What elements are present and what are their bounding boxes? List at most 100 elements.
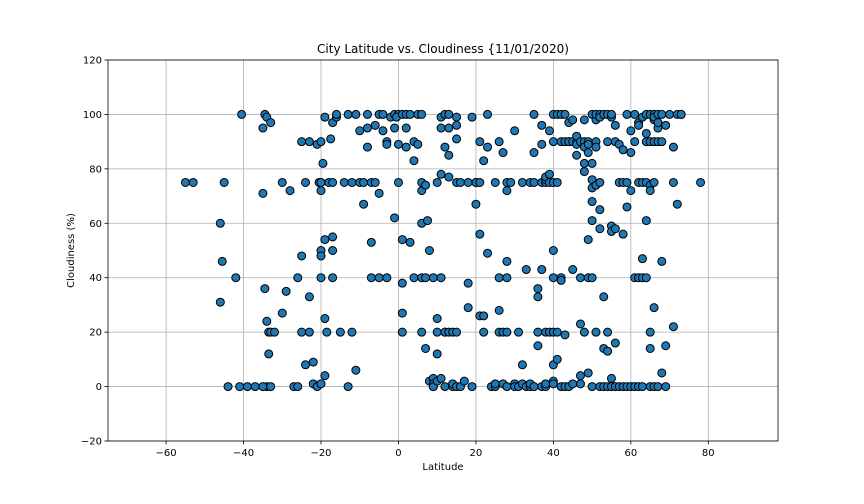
data-point [293, 382, 303, 392]
data-point [277, 177, 287, 187]
data-point [529, 109, 539, 119]
data-point [483, 109, 493, 119]
data-point [444, 172, 454, 182]
data-point [599, 292, 609, 302]
x-tick-label: −20 [310, 448, 331, 459]
data-point [436, 123, 446, 133]
data-point [362, 123, 372, 133]
data-point [630, 109, 640, 119]
data-point [421, 180, 431, 190]
data-point [529, 148, 539, 158]
data-point [653, 118, 663, 128]
data-point [432, 327, 442, 337]
data-point [475, 177, 485, 187]
data-point [421, 273, 431, 283]
data-point [514, 327, 524, 337]
data-point [668, 177, 678, 187]
data-point [475, 137, 485, 147]
data-point [610, 224, 620, 234]
data-point [316, 137, 326, 147]
data-point [343, 382, 353, 392]
data-point [583, 139, 593, 149]
data-point [575, 379, 585, 389]
data-point [665, 109, 675, 119]
data-point [575, 319, 585, 329]
data-point [260, 284, 270, 294]
data-point [645, 327, 655, 337]
data-point [277, 308, 287, 318]
data-point [297, 137, 307, 147]
data-point [552, 327, 562, 337]
data-point [440, 142, 450, 152]
data-point [649, 177, 659, 187]
data-point [217, 256, 227, 266]
data-point [575, 273, 585, 283]
data-point [405, 237, 415, 247]
data-point [575, 371, 585, 381]
data-point [587, 216, 597, 226]
data-point [668, 142, 678, 152]
data-point [610, 120, 620, 130]
y-tick-label: 20 [89, 328, 102, 339]
data-point [560, 330, 570, 340]
data-point [432, 177, 442, 187]
data-point [322, 327, 332, 337]
x-tick-label: 60 [624, 448, 637, 459]
data-point [603, 137, 613, 147]
data-point [641, 273, 651, 283]
data-point [502, 327, 512, 337]
data-point [374, 273, 384, 283]
data-point [641, 128, 651, 138]
data-point [359, 177, 369, 187]
data-point [653, 382, 663, 392]
data-point [366, 273, 376, 283]
data-point [452, 327, 462, 337]
data-point [382, 273, 392, 283]
data-point [281, 286, 291, 296]
data-point [180, 177, 190, 187]
data-point [475, 229, 485, 239]
data-point [502, 256, 512, 266]
data-point [622, 202, 632, 212]
data-point [413, 139, 423, 149]
data-point [266, 382, 276, 392]
data-point [455, 177, 465, 187]
data-point [347, 177, 357, 187]
data-point [583, 368, 593, 378]
data-point [661, 341, 671, 351]
data-point [258, 123, 268, 133]
data-point [452, 120, 462, 130]
data-point [335, 327, 345, 337]
data-point [572, 150, 582, 160]
data-point [595, 224, 605, 234]
data-point [390, 213, 400, 223]
data-point [603, 346, 613, 356]
data-point [587, 158, 597, 168]
data-point [603, 327, 613, 337]
data-point [548, 246, 558, 255]
y-axis-label: Cloudiness (%) [66, 213, 77, 288]
x-tick-label: 40 [547, 448, 560, 459]
data-point [378, 109, 388, 119]
y-tick-label: 100 [83, 110, 102, 121]
x-tick-label: −60 [156, 448, 177, 459]
data-point [661, 120, 671, 130]
data-point [432, 314, 442, 324]
data-point [331, 109, 341, 119]
data-point [219, 177, 229, 187]
data-point [351, 365, 361, 375]
data-point [397, 278, 407, 288]
data-point [188, 177, 198, 187]
data-point [517, 360, 527, 370]
data-point [423, 216, 433, 226]
data-point [258, 382, 268, 392]
data-point [533, 292, 543, 302]
x-tick-label: 80 [702, 448, 715, 459]
data-point [610, 338, 620, 348]
data-point [541, 379, 551, 389]
data-point [618, 229, 628, 239]
data-point [583, 148, 593, 158]
x-tick-label: 20 [470, 448, 483, 459]
data-point [320, 112, 330, 122]
data-point [397, 308, 407, 318]
